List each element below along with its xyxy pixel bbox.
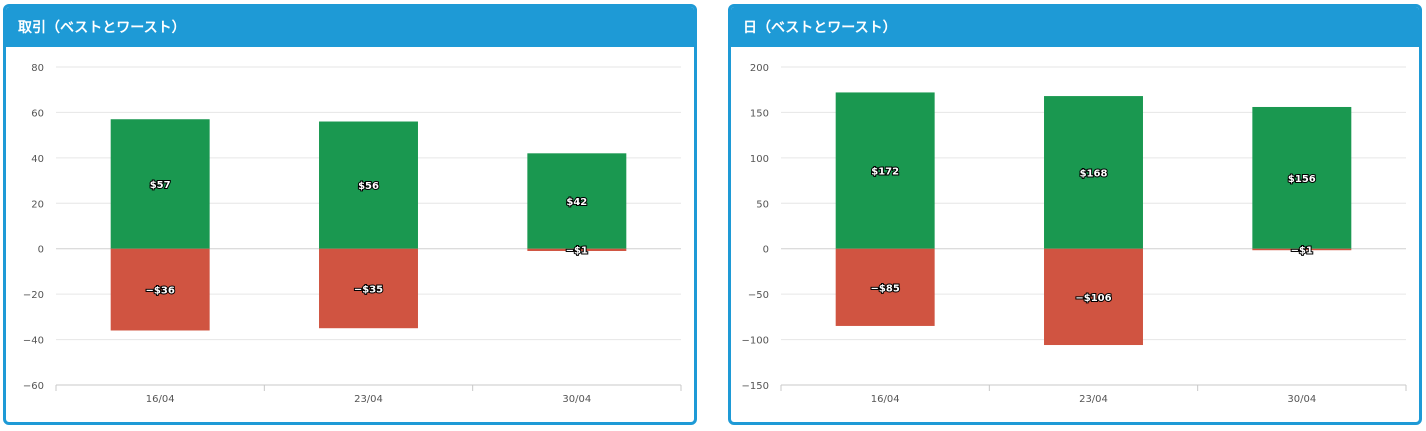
bar-value-label: $57 [150,180,171,191]
panel-title: 取引（ベストとワースト） [6,7,694,47]
bar[interactable] [110,119,210,249]
bar[interactable] [527,153,627,249]
bar-value-label: −$35 [354,284,383,295]
y-tick-label: 0 [763,245,769,256]
chart-days: 200 150 100 50 0 −50 −100 −150 16/04 $172 −$85 23/0… [742,63,1407,405]
x-tick-label: 16/04 [146,394,175,405]
bar-value-label: $156 [1288,174,1316,185]
bar[interactable] [110,248,210,331]
bar[interactable] [835,92,935,249]
y-tick-label: −40 [23,336,44,347]
y-tick-label: −50 [748,290,769,301]
y-tick-label: 60 [31,108,44,119]
bar-value-label: $168 [1080,168,1108,179]
y-tick-label: 80 [31,63,44,74]
x-tick-label: 23/04 [354,394,383,405]
bar[interactable] [1044,96,1143,249]
y-tick-label: −100 [742,336,769,347]
y-tick-label: 100 [750,154,769,165]
bar-value-label: −$85 [871,283,900,294]
y-tick-label: 0 [38,245,44,256]
panel-days: 日（ベストとワースト） 200 150 100 50 0 −50 −100 −150 16/04… [728,4,1422,425]
y-tick-label: 150 [750,108,769,119]
bar-value-label: −$1 [566,246,588,257]
bar-value-label: −$1 [1291,246,1313,257]
y-tick-label: 50 [756,199,769,210]
bar[interactable] [1252,248,1352,251]
y-tick-label: 20 [31,199,44,210]
y-tick-label: −150 [742,381,769,392]
panel-title: 日（ベストとワースト） [731,7,1419,47]
bar-value-label: $42 [566,197,587,208]
panel-trades: 取引（ベストとワースト） 80 60 40 20 0 −20 −40 −60 16/04 $57 −… [3,4,697,425]
x-tick-label: 30/04 [562,394,591,405]
x-tick-label: 16/04 [871,394,900,405]
bar-value-label: $172 [871,167,899,178]
bar[interactable] [527,248,627,251]
y-tick-label: 200 [750,63,769,74]
y-tick-label: −20 [23,290,44,301]
y-tick-label: 40 [31,154,44,165]
bar[interactable] [835,248,935,326]
x-tick-label: 23/04 [1079,394,1108,405]
chart-trades: 80 60 40 20 0 −20 −40 −60 16/04 $57 −$36 23/04 $56 −$… [23,63,682,405]
bar[interactable] [1044,248,1143,346]
bar[interactable] [319,121,418,249]
bar[interactable] [319,248,418,329]
bar-value-label: −$106 [1075,293,1111,304]
bar-value-label: −$36 [146,286,175,297]
bar-value-label: $56 [358,181,379,192]
x-tick-label: 30/04 [1287,394,1316,405]
y-tick-label: −60 [23,381,44,392]
bar[interactable] [1252,106,1352,249]
